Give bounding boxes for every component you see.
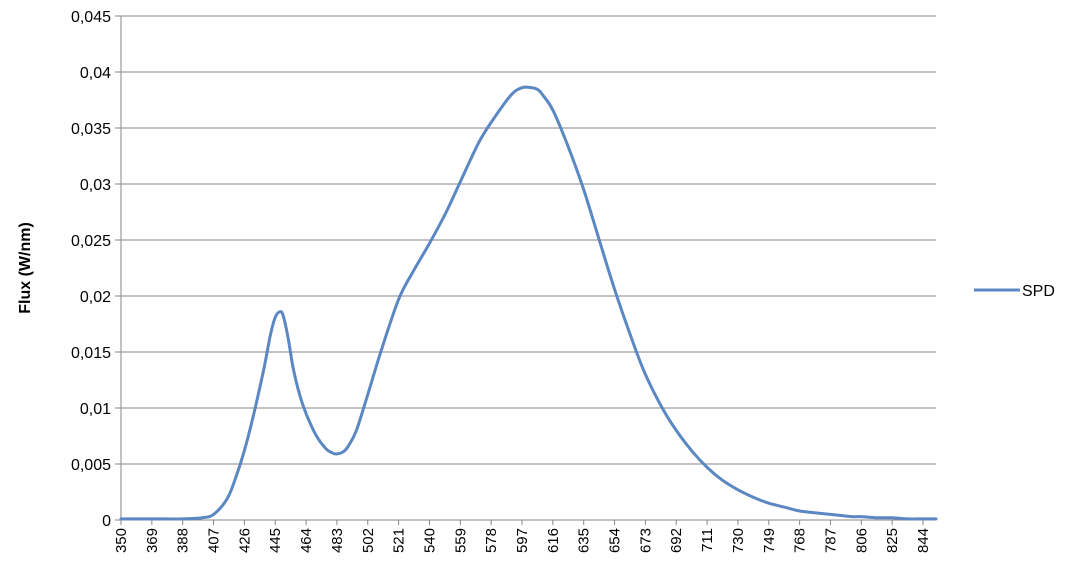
x-tick-label: 730 [730,528,747,553]
x-tick-label: 540 [421,528,438,553]
gridlines [121,15,936,465]
x-tick-label: 768 [792,528,809,553]
x-tick-label: 369 [144,528,161,553]
y-tick-label: 0,03 [80,177,111,194]
x-tick-label: 673 [637,528,654,553]
x-tick-label: 445 [267,528,284,553]
x-tick-label: 350 [113,528,130,553]
x-tick-label: 597 [514,528,531,553]
legend: SPD [974,283,1055,300]
x-tick-label: 616 [545,528,562,553]
x-tick-label: 426 [236,528,253,553]
y-tick-label: 0,02 [80,289,111,306]
y-axis-ticks: 0 0,005 0,01 0,015 0,02 0,025 0,03 0,035 0,04 0,0… [71,9,121,530]
x-tick-label: 749 [761,528,778,553]
y-tick-label: 0 [102,513,111,530]
y-axis-title: Flux (W/nm) [17,222,34,314]
y-tick-label: 0,045 [71,9,111,26]
x-tick-label: 559 [452,528,469,553]
x-tick-label: 787 [822,528,839,553]
x-tick-label: 388 [175,528,192,553]
x-tick-label: 464 [298,528,315,553]
x-tick-label: 806 [853,528,870,553]
x-axis-ticks: 350 369 388 407 426 445 464 483 502 521 540 559 578 5… [113,520,932,553]
y-tick-label: 0,015 [71,345,111,362]
x-tick-label: 521 [391,528,408,553]
x-tick-label: 483 [329,528,346,553]
legend-label-spd: SPD [1022,283,1055,300]
y-tick-label: 0,035 [71,121,111,138]
x-tick-label: 407 [206,528,223,553]
y-tick-label: 0,04 [80,65,111,82]
x-tick-label: 502 [360,528,377,553]
x-tick-label: 578 [483,528,500,553]
x-tick-label: 654 [607,528,624,553]
series-layer [119,85,938,521]
y-tick-label: 0,005 [71,457,111,474]
x-tick-label: 711 [699,528,716,552]
series-line-spd [119,85,938,521]
x-tick-label: 635 [576,528,593,553]
x-tick-label: 844 [915,528,932,553]
x-tick-label: 825 [884,528,901,553]
y-tick-label: 0,01 [80,401,111,418]
x-tick-label: 692 [668,528,685,553]
y-tick-label: 0,025 [71,233,111,250]
